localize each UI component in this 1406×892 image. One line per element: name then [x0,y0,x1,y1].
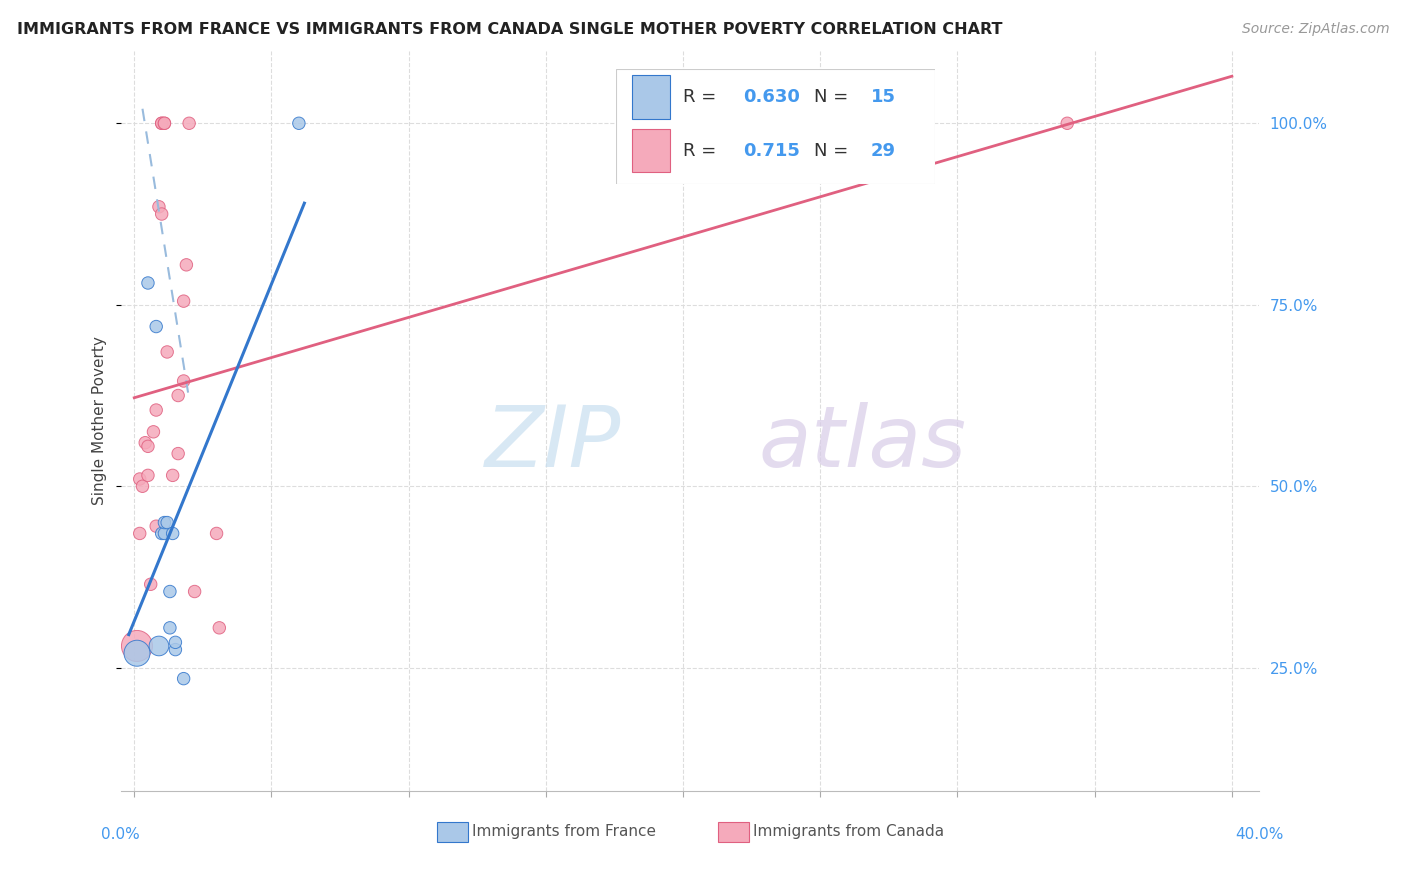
Point [125,646,148,660]
Point [131,479,153,493]
Point [173,672,195,686]
Point [167,388,190,402]
Text: Source: ZipAtlas.com: Source: ZipAtlas.com [1241,22,1389,37]
Point [156,345,179,359]
Point [145,519,167,533]
Point [162,526,184,541]
Point [159,621,181,635]
Point [167,447,190,461]
Point [1056,116,1078,130]
Point [136,439,159,453]
Point [159,584,181,599]
Text: Immigrants from France: Immigrants from France [472,824,657,838]
Point [153,116,176,130]
Text: 0.0%: 0.0% [101,827,141,842]
Point [134,435,156,450]
Point [136,276,159,290]
Point [153,116,176,130]
Point [150,116,173,130]
Point [173,294,195,309]
Point [142,425,165,439]
Point [128,472,150,486]
Point [153,526,176,541]
Point [179,116,201,130]
Point [176,258,198,272]
Text: 40.0%: 40.0% [1234,827,1284,842]
Point [145,403,167,417]
Point [205,526,228,541]
Y-axis label: Single Mother Poverty: Single Mother Poverty [93,336,107,506]
Point [125,639,148,653]
Point [150,207,173,221]
Text: ZIP: ZIP [485,401,621,484]
Point [208,621,231,635]
Point [153,516,176,530]
Point [165,642,187,657]
Text: Immigrants from Canada: Immigrants from Canada [754,824,945,838]
Point [156,516,179,530]
Point [139,577,162,591]
Point [136,468,159,483]
Point [148,200,170,214]
Point [148,639,170,653]
Point [150,116,173,130]
Point [150,526,173,541]
Text: IMMIGRANTS FROM FRANCE VS IMMIGRANTS FROM CANADA SINGLE MOTHER POVERTY CORRELATI: IMMIGRANTS FROM FRANCE VS IMMIGRANTS FRO… [17,22,1002,37]
Point [165,635,187,649]
Text: atlas: atlas [758,401,966,484]
Point [128,526,150,541]
Point [288,116,311,130]
Point [145,319,167,334]
Point [183,584,205,599]
Point [162,468,184,483]
Point [173,374,195,388]
